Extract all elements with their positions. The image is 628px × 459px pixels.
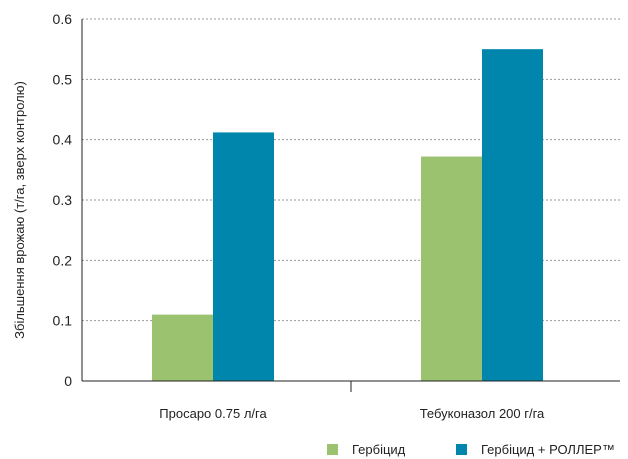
y-axis-title: Збільшення врожаю (т/га, зверх контролю) xyxy=(12,81,27,339)
bar-herbicide-roller-0 xyxy=(213,132,274,381)
y-tick-label: 0.1 xyxy=(53,313,73,329)
legend: Гербіцид Гербіцид + РОЛЛЕР™ xyxy=(327,442,615,457)
legend-swatch xyxy=(327,444,338,455)
y-tick-label: 0 xyxy=(64,373,72,389)
bar-herbicide-roller-1 xyxy=(482,49,543,382)
x-category-label: Просаро 0.75 л/га xyxy=(159,406,267,421)
legend-swatch xyxy=(456,444,467,455)
x-category-label: Тебуконазол 200 г/га xyxy=(420,406,545,421)
legend-label: Гербіцид xyxy=(352,442,406,457)
y-tick-label: 0.6 xyxy=(53,11,73,27)
legend-label: Гербіцид + РОЛЛЕР™ xyxy=(481,442,615,457)
x-category-labels: Просаро 0.75 л/га Тебуконазол 200 г/га xyxy=(159,406,545,421)
y-tick-label: 0.2 xyxy=(53,252,73,268)
y-tick-labels: 0 0.1 0.2 0.3 0.4 0.5 0.6 xyxy=(53,11,73,389)
bar-herbicide-0 xyxy=(152,314,213,381)
legend-item: Гербіцид xyxy=(327,442,406,457)
bar-herbicide-1 xyxy=(421,156,482,381)
y-tick-label: 0.5 xyxy=(53,71,73,87)
y-tick-label: 0.4 xyxy=(53,132,73,148)
axes xyxy=(81,19,620,392)
bars xyxy=(152,49,543,382)
legend-item: Гербіцид + РОЛЛЕР™ xyxy=(456,442,615,457)
y-tick-label: 0.3 xyxy=(53,192,73,208)
